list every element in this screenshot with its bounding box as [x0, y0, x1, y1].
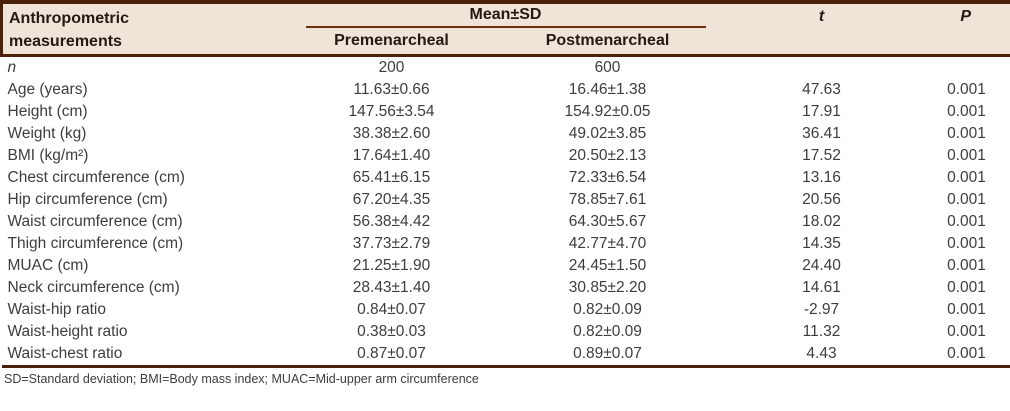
column-header-mean-sd: Mean±SD [289, 0, 722, 28]
table-row: Weight (kg) 38.38±2.60 49.02±3.85 36.41 … [2, 123, 1010, 145]
t-value: -2.97 [803, 300, 840, 318]
table-row: MUAC (cm) 21.25±1.90 24.45±1.50 24.40 0.… [2, 255, 1010, 277]
t-value: 14.35 [802, 234, 841, 252]
p-value: 0.001 [947, 212, 986, 230]
postmenarcheal-value: 0.82±0.09 [573, 322, 642, 340]
p-value: 0.001 [947, 256, 986, 274]
t-value: 11.32 [802, 322, 841, 340]
postmenarcheal-value: 154.92±0.05 [564, 102, 651, 120]
table-row: Thigh circumference (cm) 37.73±2.79 42.7… [2, 233, 1010, 255]
row-label: Waist-chest ratio [1, 342, 290, 368]
p-value: 0.001 [921, 342, 1010, 368]
column-header-premenarcheal: Premenarcheal [289, 28, 494, 57]
premenarcheal-value: 147.56±3.54 [348, 102, 435, 120]
postmenarcheal-value: 24.45±1.50 [568, 256, 647, 274]
row-label: Height (cm) [7, 102, 88, 120]
t-value: 13.16 [802, 168, 841, 186]
table-row: Chest circumference (cm) 65.41±6.15 72.3… [2, 167, 1010, 189]
postmenarcheal-value: 30.85±2.20 [568, 278, 647, 296]
postmenarcheal-value: 20.50±2.13 [568, 146, 647, 164]
t-value: 4.43 [721, 342, 922, 368]
premenarcheal-value: 11.63±0.66 [353, 80, 430, 98]
anthropometric-table: Anthropometric measurements Mean±SD t P … [0, 0, 1010, 368]
t-value: 24.40 [802, 256, 841, 274]
postmenarcheal-value: 64.30±5.67 [568, 212, 647, 230]
premenarcheal-value: 17.64±1.40 [352, 146, 431, 164]
row-label: Neck circumference (cm) [7, 278, 180, 296]
premenarcheal-value: 38.38±2.60 [352, 124, 431, 142]
premenarcheal-value: 56.38±4.42 [352, 212, 431, 230]
premenarcheal-value: 65.41±6.15 [352, 168, 431, 186]
table-row: BMI (kg/m²) 17.64±1.40 20.50±2.13 17.52 … [2, 145, 1010, 167]
t-value: 20.56 [802, 190, 841, 208]
column-header-measurements-label: Anthropometric measurements [9, 10, 129, 50]
p-value: 0.001 [947, 124, 986, 142]
t-value: 17.91 [802, 102, 841, 120]
postmenarcheal-value: 0.82±0.09 [573, 300, 642, 318]
p-value: 0.001 [947, 146, 986, 164]
p-value: 0.001 [947, 168, 986, 186]
premenarcheal-value: 0.87±0.07 [289, 342, 494, 368]
premenarcheal-value: 0.84±0.07 [357, 300, 426, 318]
row-label: Weight (kg) [7, 124, 87, 142]
table-row: Waist-height ratio 0.38±0.03 0.82±0.09 1… [2, 321, 1010, 343]
row-label: Thigh circumference (cm) [7, 234, 184, 252]
postmenarcheal-value: 78.85±7.61 [568, 190, 647, 208]
p-value: 0.001 [947, 278, 986, 296]
mean-sd-label: Mean±SD [305, 6, 706, 28]
postmenarcheal-value: 16.46±1.38 [568, 80, 647, 98]
table-row: Age (years) 11.63±0.66 16.46±1.38 47.63 … [2, 79, 1010, 101]
row-label: BMI (kg/m²) [7, 146, 89, 164]
column-header-measurements: Anthropometric measurements [0, 0, 290, 57]
premenarcheal-value: 0.38±0.03 [357, 322, 426, 340]
premenarcheal-value: 21.25±1.90 [352, 256, 431, 274]
table-row: Height (cm) 147.56±3.54 154.92±0.05 17.9… [2, 101, 1010, 123]
premenarcheal-value: 28.43±1.40 [352, 278, 431, 296]
postmenarcheal-value: 42.77±4.70 [568, 234, 647, 252]
p-value: 0.001 [947, 80, 986, 98]
row-label: Hip circumference (cm) [7, 190, 168, 208]
postmenarcheal-value: 600 [594, 58, 621, 76]
row-label: Waist-hip ratio [7, 300, 106, 318]
t-value: 47.63 [802, 80, 841, 98]
table-header: Anthropometric measurements Mean±SD t P … [0, 0, 1010, 57]
table-row: Hip circumference (cm) 67.20±4.35 78.85±… [2, 189, 1010, 211]
t-value [722, 55, 922, 79]
table-row: Neck circumference (cm) 28.43±1.40 30.85… [2, 277, 1010, 299]
row-label: Waist circumference (cm) [7, 212, 183, 230]
table-body: n 200 600 Age (years) 11.63±0.66 16.46±1… [1, 55, 1010, 368]
premenarcheal-value: 200 [378, 58, 405, 76]
table-row: Waist-hip ratio 0.84±0.07 0.82±0.09 -2.9… [2, 299, 1010, 321]
postmenarcheal-value: 72.33±6.54 [568, 168, 647, 186]
table-row: Waist-chest ratio 0.87±0.07 0.89±0.07 4.… [1, 342, 1010, 368]
postmenarcheal-value: 0.89±0.07 [493, 342, 722, 368]
row-label: Age (years) [7, 80, 88, 98]
p-value: 0.001 [947, 234, 986, 252]
postmenarcheal-value: 49.02±3.85 [568, 124, 647, 142]
t-value: 17.52 [802, 146, 841, 164]
row-label: Waist-height ratio [7, 322, 128, 340]
row-label: MUAC (cm) [7, 256, 89, 274]
row-label: Chest circumference (cm) [7, 168, 185, 186]
t-value: 36.41 [802, 124, 841, 142]
p-value: 0.001 [947, 190, 986, 208]
column-header-t: t [721, 0, 922, 57]
premenarcheal-value: 67.20±4.35 [352, 190, 431, 208]
table-row: Waist circumference (cm) 56.38±4.42 64.3… [2, 211, 1010, 233]
premenarcheal-value: 37.73±2.79 [352, 234, 431, 252]
table-row: n 200 600 [2, 55, 1010, 79]
p-value: 0.001 [947, 102, 986, 120]
p-value [922, 55, 1010, 79]
t-value: 18.02 [802, 212, 841, 230]
table-footnote: SD=Standard deviation; BMI=Body mass ind… [4, 371, 479, 386]
p-value: 0.001 [947, 322, 986, 340]
p-value: 0.001 [947, 300, 986, 318]
t-value: 14.61 [802, 278, 841, 296]
column-header-p: P [921, 0, 1010, 57]
row-label: n [7, 58, 17, 76]
column-header-postmenarcheal: Postmenarcheal [493, 28, 722, 57]
